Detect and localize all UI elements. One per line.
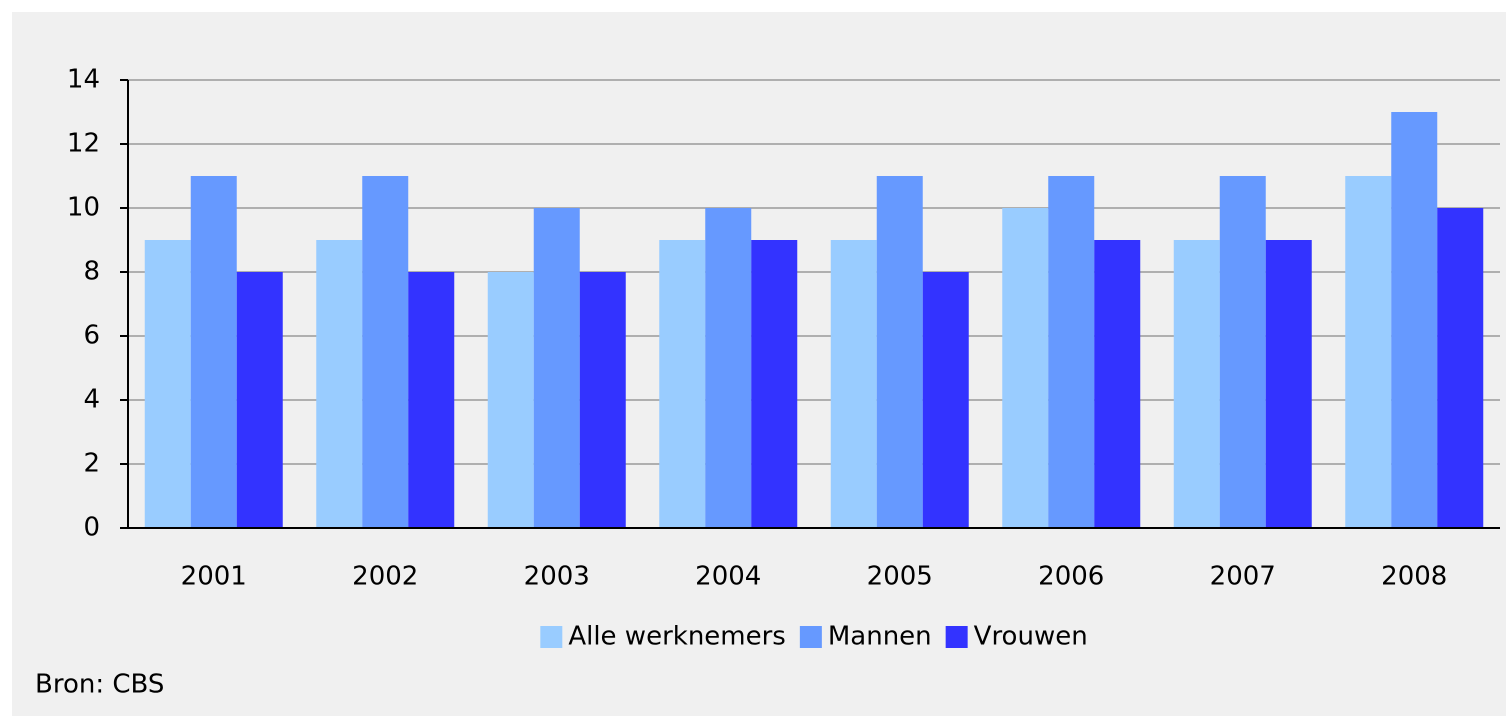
- legend-label: Alle werknemers: [568, 622, 786, 652]
- y-tick-label: 10: [67, 193, 100, 223]
- bar: [533, 208, 580, 528]
- legend-swatch: [540, 626, 563, 648]
- bar: [1094, 240, 1141, 528]
- x-tick-label: 2001: [181, 562, 247, 592]
- y-tick-label: 2: [83, 449, 100, 479]
- bar: [316, 240, 363, 528]
- source: Bron: CBS: [35, 670, 164, 700]
- y-tick-label: 0: [83, 513, 100, 543]
- bar: [1219, 176, 1266, 528]
- y-tick-label: 8: [83, 257, 100, 287]
- bar: [1345, 176, 1392, 528]
- bar: [236, 272, 283, 528]
- bar: [408, 272, 455, 528]
- bar: [876, 176, 923, 528]
- x-tick-label: 2006: [1038, 562, 1104, 592]
- y-tick-label: 14: [67, 65, 100, 95]
- x-tick-label: 2004: [695, 562, 761, 592]
- legend-label: Mannen: [828, 622, 932, 652]
- bar: [487, 272, 534, 528]
- bar: [1173, 240, 1220, 528]
- legend-swatch: [945, 626, 968, 648]
- bar: [830, 240, 877, 528]
- x-tick-label: 2008: [1381, 562, 1447, 592]
- x-tick-label: 2002: [352, 562, 418, 592]
- x-tick-label: 2003: [524, 562, 590, 592]
- bar: [1265, 240, 1312, 528]
- x-tick-label: 2005: [867, 562, 933, 592]
- legend-swatch: [799, 626, 822, 648]
- y-tick-label: 4: [83, 385, 100, 415]
- bar: [705, 208, 752, 528]
- y-tick-label: 12: [67, 129, 100, 159]
- x-tick-label: 2007: [1210, 562, 1276, 592]
- bar: [579, 272, 626, 528]
- bar: [1002, 208, 1049, 528]
- bar: [922, 272, 969, 528]
- bar: [144, 240, 191, 528]
- bar: [751, 240, 798, 528]
- bar: [1048, 176, 1095, 528]
- legend-label: Vrouwen: [974, 622, 1088, 652]
- bar: [1437, 208, 1484, 528]
- y-tick-label: 6: [83, 321, 100, 351]
- bar: [190, 176, 237, 528]
- bar: [362, 176, 409, 528]
- bar: [659, 240, 706, 528]
- bar: [1391, 112, 1438, 528]
